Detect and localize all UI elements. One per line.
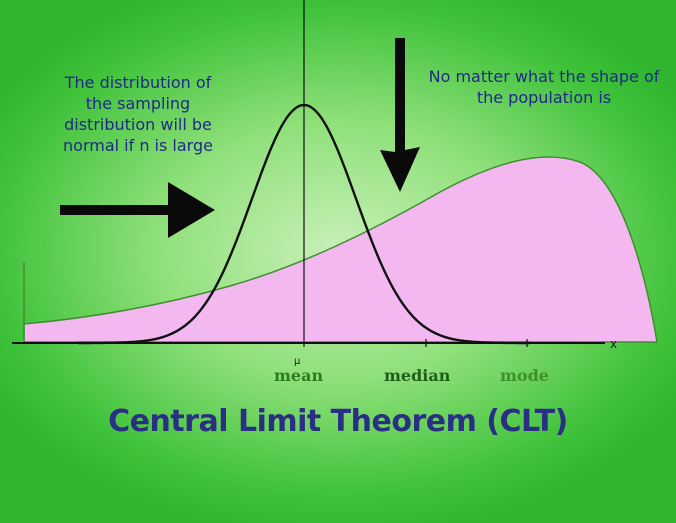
mean-label: mean	[274, 366, 324, 385]
right-annotation: No matter what the shape of the populati…	[428, 67, 660, 107]
down-arrow-icon	[380, 38, 420, 192]
median-label: median	[384, 366, 451, 385]
mu-label: μ	[294, 356, 301, 367]
page-title: Central Limit Theorem (CLT)	[108, 404, 568, 439]
mode-label: mode	[500, 366, 549, 385]
normal-sampling-curve	[78, 103, 530, 345]
x-variable-label: x	[610, 337, 618, 351]
left-arrow-icon	[60, 182, 215, 238]
left-annotation: The distribution of the sampling distrib…	[63, 73, 213, 155]
population-distribution	[23, 156, 658, 343]
